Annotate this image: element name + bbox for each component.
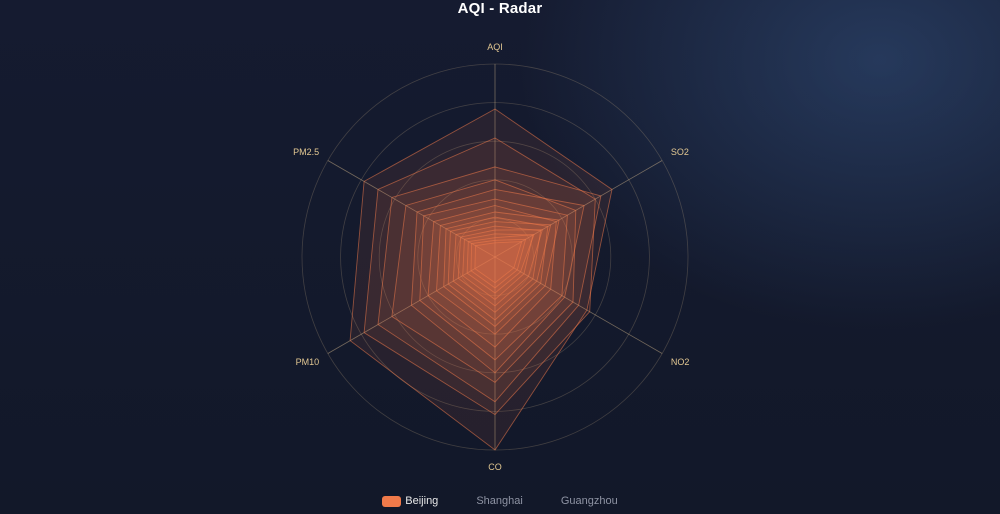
radar-series: [349, 108, 613, 451]
radar-ring-4: [340, 102, 650, 412]
axis-so2: [494, 160, 663, 258]
radar-area-beijing-9: [443, 216, 549, 328]
legend-label-guangzhou: Guangzhou: [560, 495, 618, 507]
indicator-label-no2: NO2: [671, 357, 690, 367]
chart-title: AQI - Radar: [457, 0, 543, 17]
radar-area-beijing-2: [363, 137, 596, 416]
indicator-label-so2: SO2: [671, 147, 689, 157]
indicator-labels: AQI SO2 NO2 CO PM10 PM2.5: [293, 42, 689, 472]
indicator-label-pm10: PM10: [296, 357, 320, 367]
indicator-label-co: CO: [488, 462, 502, 472]
radar-ring-1: [455, 217, 534, 296]
radar-area-beijing-4: [391, 179, 577, 383]
legend-item-guangzhou[interactable]: Guangzhou: [561, 495, 618, 507]
legend-item-beijing[interactable]: Beijing: [382, 495, 438, 507]
radar-area-beijing-14: [466, 233, 535, 294]
legend-label-shanghai: Shanghai: [476, 495, 523, 507]
legend-label-beijing: Beijing: [405, 495, 439, 507]
radar-area-beijing-8: [436, 211, 560, 335]
radar-area-beijing-6: [419, 198, 568, 361]
legend-swatch-beijing: [382, 495, 402, 507]
radar-area-beijing-16: [474, 241, 523, 284]
axis-pm25: [327, 160, 496, 258]
indicator-label-pm25: PM2.5: [293, 147, 319, 157]
radar-area-beijing-13: [462, 233, 534, 301]
legend: Beijing Shanghai Guangzhou: [0, 495, 1000, 507]
indicator-label-aqi: AQI: [487, 42, 503, 52]
radar-area-beijing-10: [447, 221, 552, 321]
legend-item-shanghai[interactable]: Shanghai: [476, 495, 523, 507]
radar-area-beijing-12: [457, 229, 544, 307]
